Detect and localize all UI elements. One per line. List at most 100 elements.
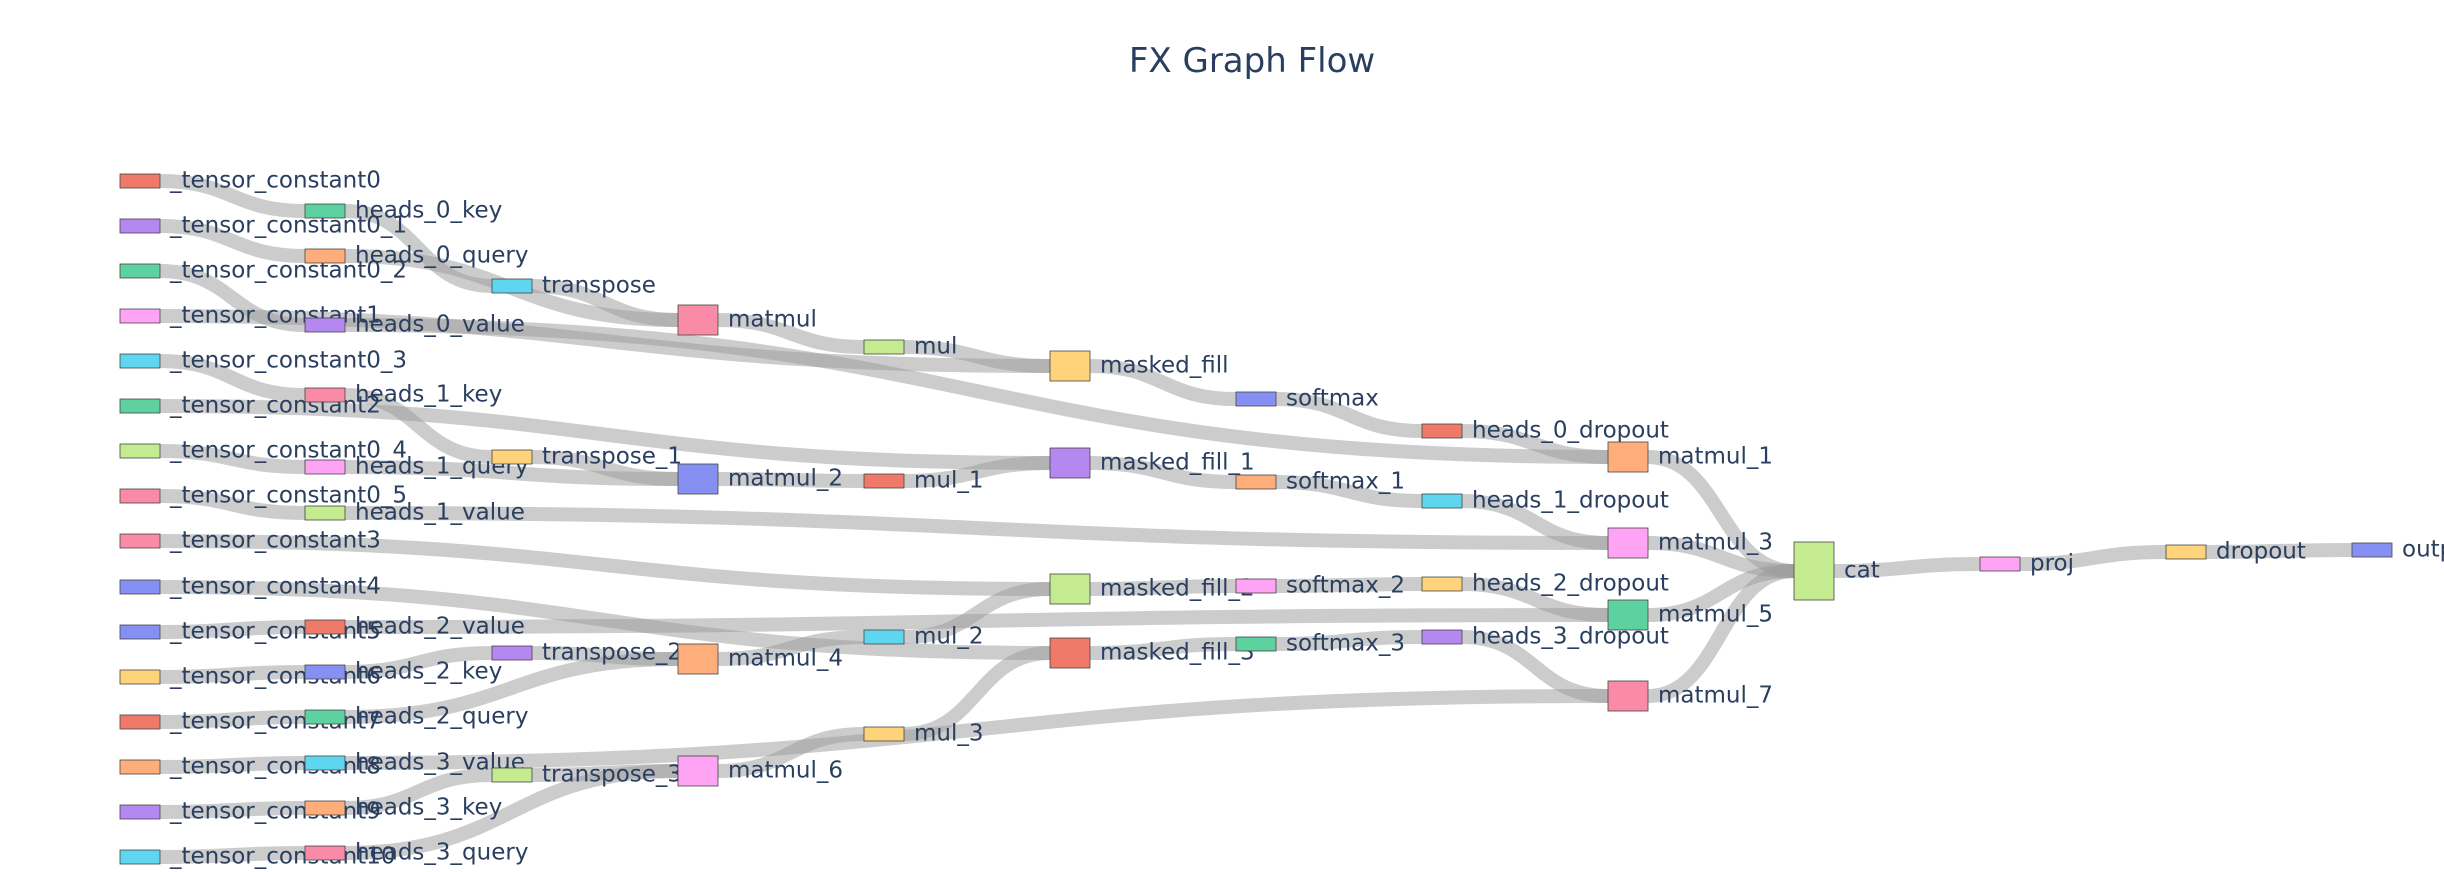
link-tc10-to-h3q[interactable] bbox=[159, 846, 306, 864]
node-tc5[interactable]: _tensor_constant5 bbox=[119, 619, 381, 645]
node-cat[interactable]: cat bbox=[1793, 541, 1880, 601]
node-h1v[interactable]: heads_1_value bbox=[304, 500, 525, 526]
link-tc0_4-to-h1q[interactable] bbox=[159, 444, 306, 474]
link-tc0_1-to-h0q[interactable] bbox=[159, 219, 306, 263]
link-mm2-to-mul1[interactable] bbox=[717, 472, 865, 488]
node-box-out[interactable] bbox=[2351, 542, 2393, 558]
node-box-tc0[interactable] bbox=[119, 173, 161, 189]
node-tc0[interactable]: _tensor_constant0 bbox=[119, 168, 381, 194]
link-sm1-to-hd1[interactable] bbox=[1275, 475, 1423, 508]
node-box-drop[interactable] bbox=[2165, 544, 2207, 560]
link-mf3-to-sm3[interactable] bbox=[1089, 637, 1237, 660]
node-tr[interactable]: transpose bbox=[491, 273, 656, 299]
node-box-h1v[interactable] bbox=[304, 505, 346, 521]
node-hd0[interactable]: heads_0_dropout bbox=[1421, 418, 1669, 444]
node-mul3[interactable]: mul_3 bbox=[863, 721, 984, 747]
node-tc0_4[interactable]: _tensor_constant0_4 bbox=[119, 438, 407, 464]
link-mul1-to-mf1[interactable] bbox=[903, 456, 1051, 488]
node-tc6[interactable]: _tensor_constant6 bbox=[119, 664, 381, 690]
node-box-h0k[interactable] bbox=[304, 203, 346, 219]
node-box-tc8[interactable] bbox=[119, 759, 161, 775]
node-box-sm2[interactable] bbox=[1235, 578, 1277, 594]
node-box-tr1[interactable] bbox=[491, 449, 533, 465]
node-box-tr3[interactable] bbox=[491, 767, 533, 783]
node-out[interactable]: output bbox=[2351, 537, 2444, 563]
node-mm7[interactable]: matmul_7 bbox=[1607, 680, 1773, 712]
node-box-sm1[interactable] bbox=[1235, 474, 1277, 490]
link-mm-to-mul[interactable] bbox=[717, 313, 865, 354]
node-tc2[interactable]: _tensor_constant2 bbox=[119, 393, 381, 419]
link-mm4-to-mul2[interactable] bbox=[717, 630, 865, 666]
link-tc3-to-mf2[interactable] bbox=[159, 534, 1051, 596]
node-hd2[interactable]: heads_2_dropout bbox=[1421, 571, 1669, 597]
node-box-mm7[interactable] bbox=[1607, 680, 1649, 712]
node-box-mm1[interactable] bbox=[1607, 441, 1649, 473]
node-h0q[interactable]: heads_0_query bbox=[304, 243, 528, 269]
node-box-mm3[interactable] bbox=[1607, 527, 1649, 559]
link-mf-to-sm[interactable] bbox=[1089, 359, 1237, 406]
node-box-proj[interactable] bbox=[1979, 556, 2021, 572]
node-mm3[interactable]: matmul_3 bbox=[1607, 527, 1773, 559]
node-box-mf[interactable] bbox=[1049, 350, 1091, 382]
node-mul1[interactable]: mul_1 bbox=[863, 468, 984, 494]
node-box-cat[interactable] bbox=[1793, 541, 1835, 601]
link-h1k-to-tr1[interactable] bbox=[344, 388, 493, 464]
node-mm5[interactable]: matmul_5 bbox=[1607, 599, 1773, 631]
node-mm[interactable]: matmul bbox=[677, 304, 817, 336]
node-h3k[interactable]: heads_3_key bbox=[304, 795, 502, 821]
link-mul2-to-mf2[interactable] bbox=[903, 582, 1051, 644]
link-tc5-to-h2v[interactable] bbox=[159, 620, 306, 639]
node-box-h1k[interactable] bbox=[304, 387, 346, 403]
node-box-h0q[interactable] bbox=[304, 248, 346, 264]
node-tc9[interactable]: _tensor_constant9 bbox=[119, 799, 381, 825]
node-tr3[interactable]: transpose_3 bbox=[491, 762, 682, 788]
node-sm2[interactable]: softmax_2 bbox=[1235, 573, 1405, 599]
node-h2q[interactable]: heads_2_query bbox=[304, 704, 528, 730]
link-tc7-to-h2q[interactable] bbox=[159, 710, 306, 729]
link-mm7-to-cat[interactable] bbox=[1647, 564, 1795, 703]
node-mul2[interactable]: mul_2 bbox=[863, 624, 984, 650]
link-h0k-to-tr[interactable] bbox=[344, 204, 493, 293]
node-box-mf3[interactable] bbox=[1049, 637, 1091, 669]
node-box-tc2[interactable] bbox=[119, 398, 161, 414]
node-box-h2k[interactable] bbox=[304, 664, 346, 680]
link-sm3-to-hd3[interactable] bbox=[1275, 630, 1423, 651]
node-mf2[interactable]: masked_fill_2 bbox=[1049, 573, 1255, 605]
node-box-mul[interactable] bbox=[863, 339, 905, 355]
node-mf3[interactable]: masked_fill_3 bbox=[1049, 637, 1255, 669]
node-box-tc0_3[interactable] bbox=[119, 353, 161, 369]
node-tc3[interactable]: _tensor_constant3 bbox=[119, 528, 381, 554]
link-h2v-to-mm5[interactable] bbox=[344, 608, 1609, 634]
node-box-tr[interactable] bbox=[491, 278, 533, 294]
link-tc2-to-mf1[interactable] bbox=[159, 399, 1051, 470]
node-box-tr2[interactable] bbox=[491, 645, 533, 661]
node-h1k[interactable]: heads_1_key bbox=[304, 382, 502, 408]
node-mm1[interactable]: matmul_1 bbox=[1607, 441, 1773, 473]
link-h0v-to-mm1[interactable] bbox=[344, 318, 1609, 464]
link-tr-to-mm[interactable] bbox=[531, 279, 679, 327]
link-mf1-to-sm1[interactable] bbox=[1089, 456, 1237, 489]
node-tc0_5[interactable]: _tensor_constant0_5 bbox=[119, 483, 407, 509]
link-sm2-to-hd2[interactable] bbox=[1275, 577, 1423, 593]
node-box-tc0_4[interactable] bbox=[119, 443, 161, 459]
node-box-h2v[interactable] bbox=[304, 619, 346, 635]
node-box-mul2[interactable] bbox=[863, 629, 905, 645]
node-box-mm2[interactable] bbox=[677, 463, 719, 495]
node-box-h2q[interactable] bbox=[304, 709, 346, 725]
node-tc7[interactable]: _tensor_constant7 bbox=[119, 709, 381, 735]
node-hd1[interactable]: heads_1_dropout bbox=[1421, 488, 1669, 514]
link-tr2-to-mm4[interactable] bbox=[531, 646, 679, 666]
node-tr1[interactable]: transpose_1 bbox=[491, 444, 682, 470]
node-box-mm[interactable] bbox=[677, 304, 719, 336]
node-mul[interactable]: mul bbox=[863, 334, 957, 360]
node-box-tc9[interactable] bbox=[119, 804, 161, 820]
node-box-mul1[interactable] bbox=[863, 473, 905, 489]
node-box-mm5[interactable] bbox=[1607, 599, 1649, 631]
node-box-h1q[interactable] bbox=[304, 459, 346, 475]
node-box-tc0_5[interactable] bbox=[119, 488, 161, 504]
node-mm4[interactable]: matmul_4 bbox=[677, 643, 843, 675]
link-cat-to-proj[interactable] bbox=[1833, 557, 1981, 578]
node-h2v[interactable]: heads_2_value bbox=[304, 614, 525, 640]
node-box-mm4[interactable] bbox=[677, 643, 719, 675]
node-box-hd3[interactable] bbox=[1421, 629, 1463, 645]
